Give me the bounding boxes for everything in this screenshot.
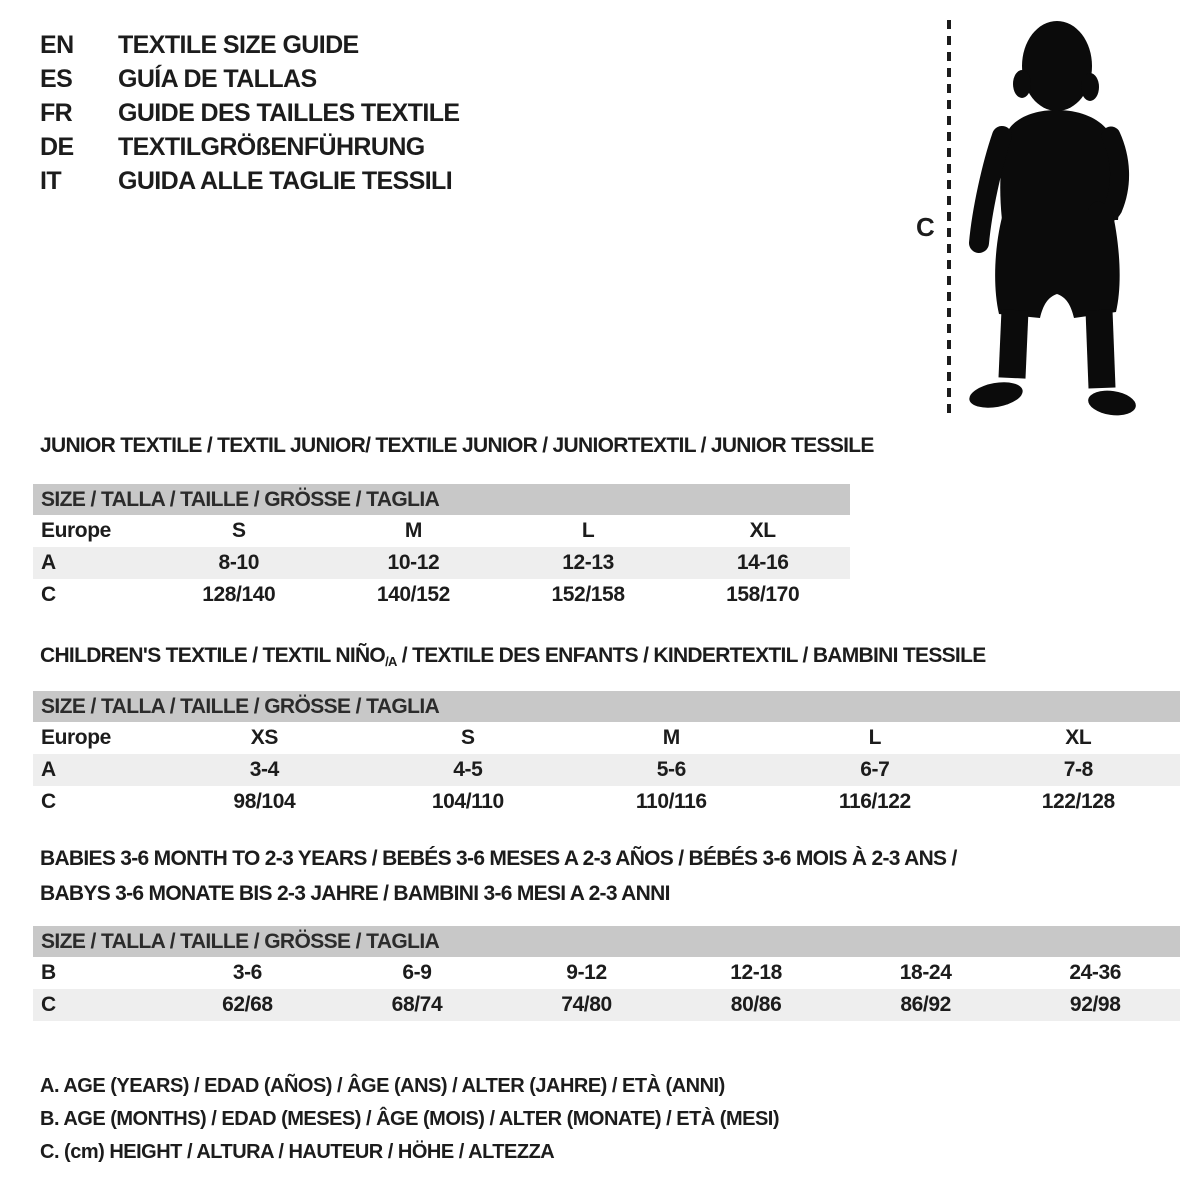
language-title-list: EN TEXTILE SIZE GUIDE ES GUÍA DE TALLAS … [40,28,460,198]
language-code: FR [40,98,73,127]
guide-title: GUIDE DES TAILLES TEXTILE [118,98,460,127]
value-cell: 152/158 [551,583,625,606]
row-label: B [41,961,56,984]
guide-title: TEXTILGRÖßENFÜHRUNG [118,132,425,161]
row-label: C [41,790,56,813]
table-row: C 128/140 140/152 152/158 158/170 [33,579,850,611]
height-measure-label: C [916,212,935,242]
value-cell: 6-9 [402,961,432,984]
height-figure: C [900,14,1180,424]
row-label: C [41,583,56,606]
heading-text: / TEXTILE DES ENFANTS / KINDERTEXTIL / B… [396,644,986,667]
value-cell: 8-10 [218,551,260,574]
value-cell: 62/68 [222,993,273,1016]
value-cell: 18-24 [899,961,952,984]
language-code: ES [40,64,73,93]
value-cell: 4-5 [453,758,483,781]
value-cell: 122/128 [1041,790,1116,813]
legend-line-a: A. AGE (YEARS) / EDAD (AÑOS) / ÂGE (ANS)… [40,1075,725,1097]
size-cell: XL [749,519,776,542]
value-cell: 98/104 [233,790,296,813]
size-cell: M [662,726,680,749]
value-cell: 14-16 [736,551,789,574]
row-label: Europe [41,726,111,749]
language-code: IT [40,166,62,195]
table-row: A 3-4 4-5 5-6 6-7 7-8 [33,754,1180,786]
value-cell: 140/152 [376,583,451,606]
size-cell: M [404,519,422,542]
value-cell: 24-36 [1069,961,1122,984]
value-cell: 68/74 [391,993,443,1016]
language-code: DE [40,132,74,161]
children-size-table: SIZE / TALLA / TAILLE / GRÖSSE / TAGLIA … [33,691,1180,818]
language-row: ES GUÍA DE TALLAS [40,62,460,96]
section-heading-junior: JUNIOR TEXTILE / TEXTIL JUNIOR/ TEXTILE … [40,434,874,457]
value-cell: 80/86 [730,993,782,1016]
table-row: Europe XS S M L XL [33,722,1180,754]
value-cell: 110/116 [635,790,707,813]
table-row: B 3-6 6-9 9-12 12-18 18-24 24-36 [33,957,1180,989]
guide-title: TEXTILE SIZE GUIDE [118,30,359,59]
language-code: EN [40,30,74,59]
size-cell: XL [1065,726,1092,749]
language-row: IT GUIDA ALLE TAGLIE TESSILI [40,164,460,198]
heading-text: CHILDREN'S TEXTILE / TEXTIL NIÑO [40,644,386,667]
value-cell: 5-6 [656,758,687,781]
table-row: C 62/68 68/74 74/80 80/86 86/92 92/98 [33,989,1180,1021]
junior-size-table: SIZE / TALLA / TAILLE / GRÖSSE / TAGLIA … [33,484,850,611]
value-cell: 9-12 [566,961,607,984]
guide-title: GUIDA ALLE TAGLIE TESSILI [118,166,453,195]
table-row: C 98/104 104/110 110/116 116/122 122/128 [33,786,1180,818]
section-heading-babies-line1: BABIES 3-6 MONTH TO 2-3 YEARS / BEBÉS 3-… [40,847,957,870]
toddler-silhouette-icon [969,21,1136,416]
size-table-header: SIZE / TALLA / TAILLE / GRÖSSE / TAGLIA [33,484,850,515]
value-cell: 104/110 [431,790,504,813]
heading-subscript: /A [385,654,397,669]
value-cell: 158/170 [726,583,800,606]
section-heading-children: CHILDREN'S TEXTILE / TEXTIL NIÑO/A / TEX… [40,644,986,669]
size-cell: S [231,519,246,542]
row-label: A [41,551,56,574]
height-measure-line [947,20,951,418]
value-cell: 12-18 [730,961,782,984]
size-cell: S [461,726,475,749]
size-cell: L [868,726,882,749]
value-cell: 10-12 [387,551,440,574]
guide-title: GUÍA DE TALLAS [118,64,317,93]
value-cell: 74/80 [561,993,612,1016]
language-row: EN TEXTILE SIZE GUIDE [40,28,460,62]
size-cell: L [581,519,595,542]
row-label: A [41,758,56,781]
language-row: DE TEXTILGRÖßENFÜHRUNG [40,130,460,164]
value-cell: 3-6 [232,961,263,984]
table-row: Europe S M L XL [33,515,850,547]
value-cell: 6-7 [860,758,890,781]
size-cell: XS [250,726,279,749]
size-table-header: SIZE / TALLA / TAILLE / GRÖSSE / TAGLIA [33,926,1180,957]
measure-legend: A. AGE (YEARS) / EDAD (AÑOS) / ÂGE (ANS)… [40,1070,780,1169]
language-row: FR GUIDE DES TAILLES TEXTILE [40,96,460,130]
section-heading-babies-line2: BABYS 3-6 MONATE BIS 2-3 JAHRE / BAMBINI… [40,882,670,905]
table-row: A 8-10 10-12 12-13 14-16 [33,547,850,579]
value-cell: 128/140 [202,583,276,606]
value-cell: 12-13 [562,551,614,574]
value-cell: 3-4 [249,758,280,781]
row-label: Europe [41,519,111,542]
babies-size-table: SIZE / TALLA / TAILLE / GRÖSSE / TAGLIA … [33,926,1180,1021]
legend-line-c: C. (cm) HEIGHT / ALTURA / HAUTEUR / HÖHE… [40,1141,555,1163]
value-cell: 7-8 [1063,758,1094,781]
value-cell: 116/122 [838,790,911,813]
legend-line-b: B. AGE (MONTHS) / EDAD (MESES) / ÂGE (MO… [40,1108,780,1130]
size-table-header: SIZE / TALLA / TAILLE / GRÖSSE / TAGLIA [33,691,1180,722]
value-cell: 86/92 [900,993,951,1016]
row-label: C [41,993,56,1016]
value-cell: 92/98 [1069,993,1121,1016]
